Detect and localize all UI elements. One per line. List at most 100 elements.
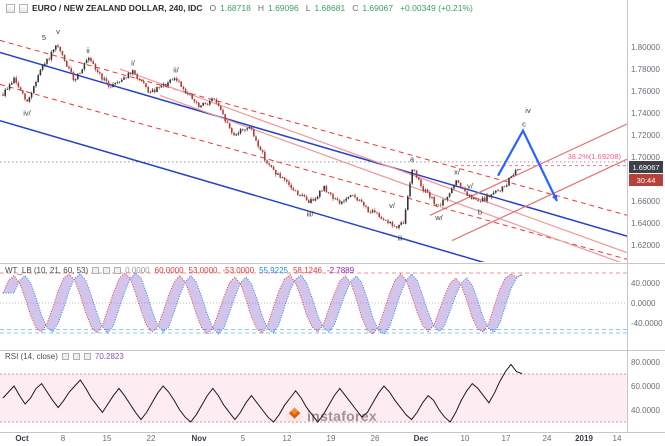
wt-value-6: -2.7889 (326, 266, 355, 275)
wave-label-i: i/ (131, 58, 136, 67)
chart-settings-icon[interactable] (19, 3, 28, 13)
rsi-value: 70.2823 (94, 352, 124, 361)
rsi-line (2, 363, 523, 423)
wave-label-x: x/ (454, 167, 461, 176)
last-price-badge: 1.69067 (629, 161, 663, 173)
wt-pane[interactable] (0, 272, 627, 335)
symbol-title: EURO / NEW ZEALAND DOLLAR, 240, IDC (32, 3, 203, 13)
chart-menu-icon[interactable] (6, 3, 15, 13)
wt-tick: 0.0000 (631, 299, 656, 308)
wt-line-2 (3, 272, 523, 335)
trend-line-6[interactable] (429, 123, 627, 216)
low-value: 1.68681 (314, 3, 346, 13)
time-tick: 17 (502, 434, 511, 443)
trend-line-2[interactable] (0, 39, 627, 216)
time-tick: 8 (61, 434, 66, 443)
rsi-eye-icon[interactable] (61, 353, 69, 360)
trend-line-1[interactable] (0, 119, 627, 305)
time-tick: 10 (461, 434, 470, 443)
fib-retracement-label: 38.2%(1.69208) (567, 152, 621, 161)
trend-line-4[interactable] (119, 68, 627, 254)
time-tick: Nov (191, 434, 207, 443)
wt-gear-icon[interactable] (103, 267, 111, 274)
open-label: O (209, 3, 217, 13)
candlestick-series (2, 43, 521, 230)
time-tick: 5 (241, 434, 246, 443)
time-tick: 15 (103, 434, 112, 443)
rsi-gear-icon[interactable] (72, 353, 80, 360)
wave-label-a: a (410, 155, 415, 164)
wt-tick: -40.0000 (631, 319, 663, 328)
wave-label-y: y/ (467, 182, 474, 191)
time-tick: 12 (283, 434, 292, 443)
arrow-head-icon (551, 194, 558, 201)
low-label: L (305, 3, 311, 13)
wt-value-0: 0.0000 (125, 266, 150, 275)
time-tick: 22 (147, 434, 156, 443)
close-value: 1.69067 (362, 3, 394, 13)
trend-line-5[interactable] (159, 94, 627, 264)
wt-panel-title-row: WT_LB (10, 21, 60, 53) 0.0000 60.0000 53.0… (5, 266, 354, 275)
rsi-title: RSI (14, close) (5, 352, 58, 361)
price-tick: 1.62000 (631, 241, 660, 250)
wt-fill (3, 273, 522, 334)
wave-label-iii: iii (398, 233, 403, 242)
wt-tick: 40.0000 (631, 279, 660, 288)
price-tick: 1.66000 (631, 197, 660, 206)
price-tick: 1.72000 (631, 131, 660, 140)
high-label: H (257, 3, 264, 13)
wt-close-icon[interactable] (114, 267, 122, 274)
wt-value-3: -53.0000 (222, 266, 255, 275)
price-axis[interactable]: 1.80000 1.78000 1.76000 1.74000 1.72000 1.700… (631, 43, 663, 415)
wave-label-ii: ii (86, 46, 90, 55)
trend-line-3[interactable] (0, 83, 627, 260)
wt-eye-icon[interactable] (92, 267, 100, 274)
price-tick: 1.76000 (631, 87, 660, 96)
time-tick: 2019 (575, 434, 593, 443)
time-tick: 26 (371, 434, 380, 443)
projection-arrow[interactable] (497, 128, 558, 202)
time-axis[interactable]: Oct 8 15 22 Nov 5 12 19 26 Dec 10 17 24 2019 14 (15, 434, 622, 443)
price-pane[interactable]: 5 v ii iv/i/ii/iii/v/iii a w/x/y/b c iv (0, 27, 627, 304)
rsi-close-icon[interactable] (83, 353, 91, 360)
trend-line-0[interactable] (0, 51, 627, 237)
rsi-tick: 60.0000 (631, 382, 660, 391)
wt-value-1: 60.0000 (154, 266, 184, 275)
close-label: C (352, 3, 359, 13)
wt-title: WT_LB (10, 21, 60, 53) (5, 266, 89, 275)
wave-label-ii: ii/ (173, 66, 179, 75)
rsi-pane[interactable] (0, 363, 627, 423)
time-tick: 14 (613, 434, 622, 443)
price-tick: 1.80000 (631, 43, 660, 52)
price-tick: 1.70000 (631, 153, 660, 162)
time-tick: Dec (414, 434, 429, 443)
wave-label-w: w/ (434, 213, 443, 222)
wave-label-b: b (478, 208, 482, 217)
wave-label-iii: iii/ (306, 210, 314, 219)
wave-label-iv: iv (525, 106, 531, 115)
rsi-panel-title-row: RSI (14, close) 70.2823 (5, 352, 124, 361)
high-value: 1.69096 (267, 3, 299, 13)
time-tick: 24 (543, 434, 552, 443)
rsi-tick: 80.0000 (631, 358, 660, 367)
chart-legend: EURO / NEW ZEALAND DOLLAR, 240, IDC O 1.… (6, 3, 473, 13)
price-tick: 1.78000 (631, 65, 660, 74)
time-tick: 19 (327, 434, 336, 443)
change-value: +0.00349 (+0.21%) (400, 3, 473, 13)
wt-value-4: 55.9225 (259, 266, 288, 275)
trend-line-7[interactable] (451, 158, 627, 242)
bar-countdown-badge: 30:44 (629, 174, 663, 186)
wave-label-iv: iv/ (23, 109, 31, 118)
wave-label-v: v (56, 27, 60, 36)
rsi-tick: 40.0000 (631, 406, 660, 415)
time-tick: Oct (15, 434, 29, 443)
price-tick: 1.74000 (631, 109, 660, 118)
open-value: 1.68718 (220, 3, 251, 13)
wave-label-v: v/ (389, 201, 396, 210)
wt-value-2: 53.0000 (188, 266, 218, 275)
rsi-band (0, 374, 627, 422)
wave-label-5: 5 (42, 33, 46, 42)
price-tick: 1.64000 (631, 219, 660, 228)
